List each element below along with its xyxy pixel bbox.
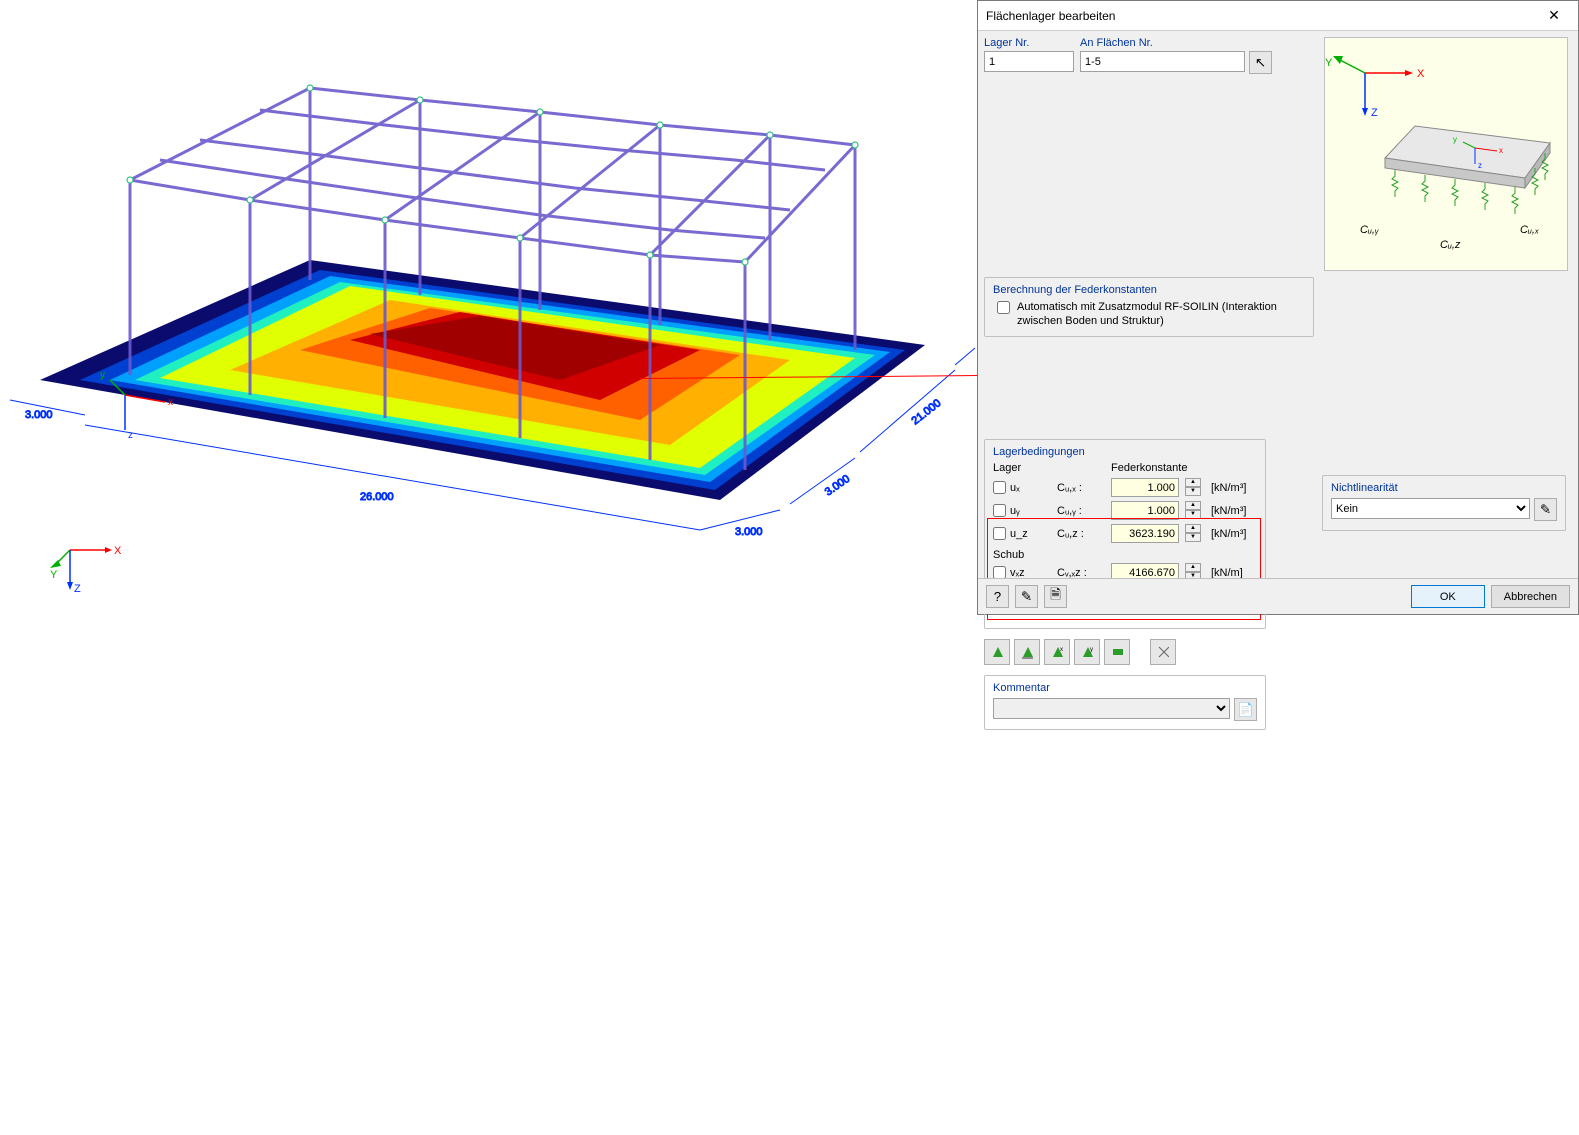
tb-6[interactable] <box>1150 639 1176 665</box>
svg-text:Cᵤ,ₓ: Cᵤ,ₓ <box>1520 224 1539 236</box>
dim-b: 26.000 <box>360 491 394 503</box>
svg-text:Z: Z <box>1371 107 1378 119</box>
titlebar[interactable]: Flächenlager bearbeiten ✕ <box>978 1 1578 31</box>
tb-3[interactable]: x <box>1044 639 1070 665</box>
cuz-spinner[interactable]: ▲▼ <box>1185 524 1201 543</box>
support-toolbar: x y <box>984 635 1266 669</box>
close-button[interactable]: ✕ <box>1534 4 1574 28</box>
details-button[interactable]: ✎ <box>1015 585 1038 608</box>
dialog-footer: ? ✎ 🗎 OK Abbrechen <box>978 578 1578 614</box>
nonlin-edit-button[interactable]: ✎ <box>1534 498 1557 521</box>
nonlin-label: Nichtlinearität <box>1331 482 1557 494</box>
ux-checkbox[interactable] <box>993 481 1006 494</box>
cancel-button[interactable]: Abbrechen <box>1491 585 1570 608</box>
lager-nr-input[interactable] <box>984 51 1074 72</box>
ok-button[interactable]: OK <box>1411 585 1485 608</box>
pick-surfaces-button[interactable]: ↖ <box>1249 51 1272 74</box>
tb-2[interactable] <box>1014 639 1040 665</box>
rf-soilin-checkbox[interactable] <box>997 301 1010 314</box>
dim-a: 3.000 <box>25 409 53 421</box>
svg-text:y: y <box>1090 647 1093 653</box>
an-flaechen-label: An Flächen Nr. <box>1080 37 1314 49</box>
svg-text:X: X <box>1417 68 1425 80</box>
svg-text:Z: Z <box>74 583 81 595</box>
svg-text:Y: Y <box>1325 57 1333 69</box>
an-flaechen-input[interactable] <box>1080 51 1245 72</box>
lager-nr-label: Lager Nr. <box>984 37 1074 49</box>
rf-soilin-label: Automatisch mit Zusatzmodul RF-SOILIN (I… <box>1017 300 1305 328</box>
new-button[interactable]: 🗎 <box>1044 585 1067 608</box>
lagerbed-title: Lagerbedingungen <box>993 446 1257 458</box>
help-button[interactable]: ? <box>986 585 1009 608</box>
cuy-input[interactable] <box>1111 501 1179 520</box>
cuy-spinner[interactable]: ▲▼ <box>1185 501 1201 520</box>
dim-e: 21.000 <box>909 397 943 427</box>
tb-5[interactable] <box>1104 639 1130 665</box>
uy-checkbox[interactable] <box>993 504 1006 517</box>
dialog-title: Flächenlager bearbeiten <box>986 9 1534 23</box>
dim-d: 3.000 <box>823 473 852 499</box>
kommentar-label: Kommentar <box>993 682 1257 694</box>
kommentar-pick-button[interactable]: 📄 <box>1234 698 1257 721</box>
model-viewport[interactable]: 3.000 26.000 3.000 3.000 21.000 x y z X … <box>0 0 977 615</box>
svg-text:x: x <box>1499 146 1503 155</box>
svg-text:z: z <box>1478 161 1482 170</box>
svg-text:Cᵤ,ᵧ: Cᵤ,ᵧ <box>1360 224 1379 236</box>
surface-support-dialog: Flächenlager bearbeiten ✕ Lager Nr. An F… <box>977 0 1579 615</box>
svg-text:X: X <box>114 545 122 557</box>
cux-input[interactable] <box>1111 478 1179 497</box>
svg-text:y: y <box>1453 135 1457 144</box>
tb-1[interactable] <box>984 639 1010 665</box>
global-axes-gizmo: X Y Z <box>50 520 1027 1135</box>
cux-spinner[interactable]: ▲▼ <box>1185 478 1201 497</box>
svg-text:x: x <box>1060 647 1063 653</box>
kommentar-select[interactable] <box>993 698 1230 719</box>
svg-text:y: y <box>100 370 105 381</box>
nonlin-select[interactable]: Kein <box>1331 498 1530 519</box>
uz-checkbox[interactable] <box>993 527 1006 540</box>
tb-4[interactable]: y <box>1074 639 1100 665</box>
svg-text:z: z <box>128 430 133 441</box>
feder-title: Berechnung der Federkonstanten <box>993 284 1305 296</box>
support-preview: X Y Z x y z <box>1324 37 1568 271</box>
svg-text:x: x <box>168 397 173 408</box>
svg-text:Y: Y <box>50 569 58 581</box>
svg-text:Cᵤ,z: Cᵤ,z <box>1440 239 1461 251</box>
cuz-input[interactable] <box>1111 524 1179 543</box>
